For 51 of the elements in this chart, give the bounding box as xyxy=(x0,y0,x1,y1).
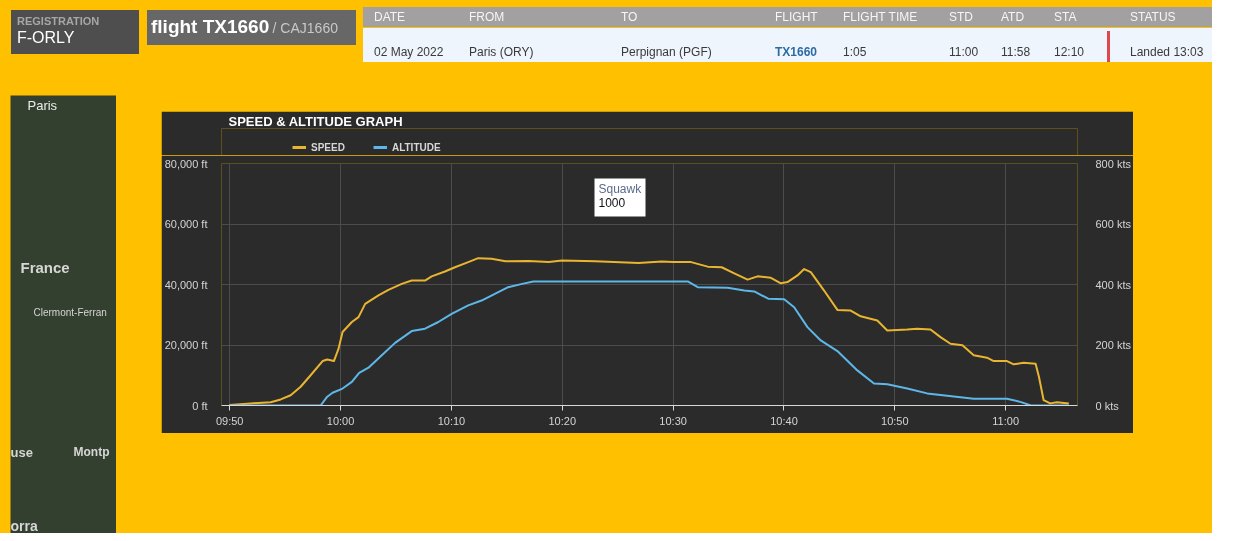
x-tick-label: 10:50 xyxy=(881,414,909,427)
text: STA xyxy=(1054,9,1077,26)
y-tick-label: 40,000 ft xyxy=(164,278,208,291)
y-tick-label: 0 ft xyxy=(192,399,208,412)
text: DATE xyxy=(374,9,406,26)
text: Paris (ORY) xyxy=(469,44,534,61)
x-tick-label: 10:20 xyxy=(548,414,577,427)
text: FROM xyxy=(469,9,505,26)
text: TO xyxy=(621,9,638,26)
y2-tick-label: 200 kts xyxy=(1095,339,1132,351)
y-tick-label: 60,000 ft xyxy=(164,218,208,230)
text: ATD xyxy=(1001,9,1025,26)
annotation: Squawk 1000 xyxy=(598,181,643,210)
legend-label: ALTITUDE xyxy=(391,141,441,153)
x-tick-label: 10:00 xyxy=(326,414,355,427)
text: STD xyxy=(949,9,973,26)
text: Clermont-Ferran xyxy=(33,306,107,318)
x-tick-label: 11:00 xyxy=(992,414,1020,427)
y2-tick-label: 600 kts xyxy=(1095,218,1132,230)
y2-tick-label: 800 kts xyxy=(1095,157,1132,170)
text: / CAJ1660 xyxy=(272,20,338,36)
y-tick-label: 20,000 ft xyxy=(164,339,208,351)
text: 02 May 2022 xyxy=(374,44,444,61)
text: orra xyxy=(10,517,38,534)
x-tick-label: 10:30 xyxy=(659,414,687,427)
text: use xyxy=(10,444,33,460)
line-series xyxy=(228,257,1070,406)
chart-title: SPEED & ALTITUDE GRAPH xyxy=(228,113,403,129)
x-tick-label: 10:10 xyxy=(437,414,466,427)
text: REGISTRATION xyxy=(17,15,101,28)
text: France xyxy=(20,258,70,276)
text: FLIGHT TIME xyxy=(843,9,918,26)
text: 11:00 xyxy=(949,44,979,61)
text: 11:58 xyxy=(1001,44,1031,61)
text: Perpignan (PGF) xyxy=(621,44,712,61)
x-tick-label: 09:50 xyxy=(215,414,244,427)
text: STATUS xyxy=(1130,9,1176,26)
legend-label: SPEED xyxy=(311,141,345,153)
text: TX1660 xyxy=(775,44,818,61)
text: 1:05 xyxy=(843,44,867,61)
y-tick-label: 80,000 ft xyxy=(164,157,208,170)
text: F-ORLY xyxy=(17,28,76,47)
text: Paris xyxy=(27,97,58,113)
text: FLIGHT xyxy=(775,9,818,26)
text: flight TX1660 xyxy=(151,16,270,37)
y2-tick-label: 400 kts xyxy=(1095,278,1132,291)
y2-tick-label: 0 kts xyxy=(1095,399,1120,412)
text: Landed 13:03 xyxy=(1130,44,1204,61)
text: 12:10 xyxy=(1054,44,1085,61)
text: Montp xyxy=(73,444,110,459)
x-tick-label: 10:40 xyxy=(770,414,798,427)
